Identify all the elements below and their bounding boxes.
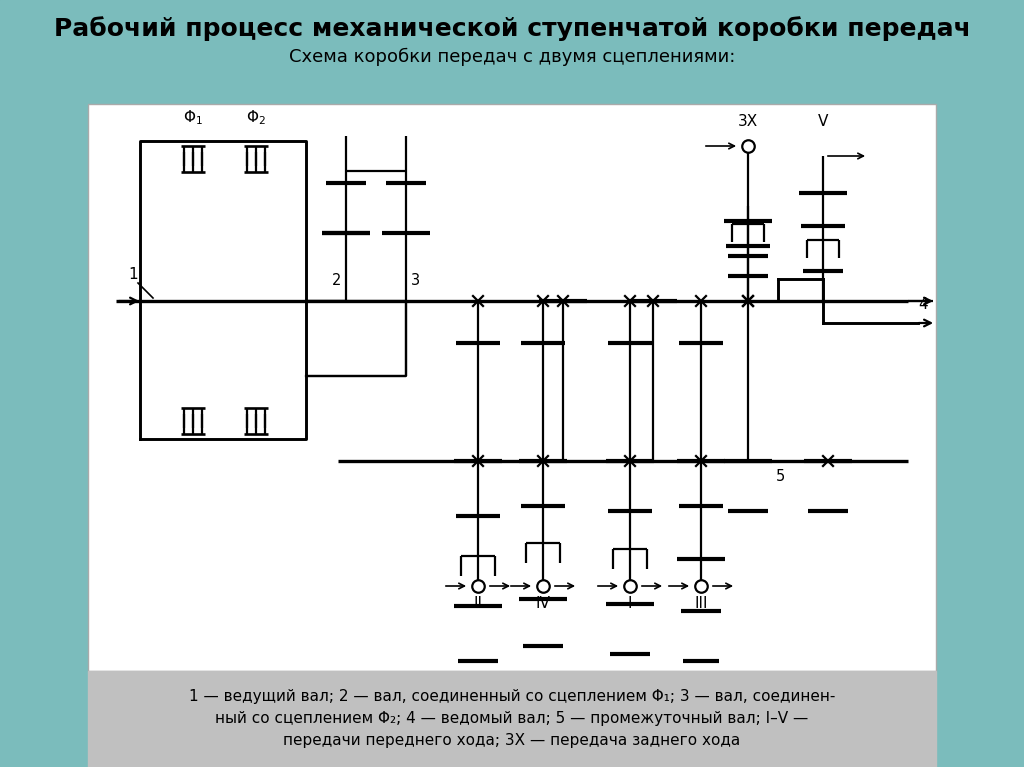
Text: 1 — ведущий вал; 2 — вал, соединенный со сцеплением Φ₁; 3 — вал, соединен-: 1 — ведущий вал; 2 — вал, соединенный со… (188, 690, 836, 705)
Text: I: I (628, 596, 632, 611)
Text: $\Phi_2$: $\Phi_2$ (246, 108, 266, 127)
Text: 5: 5 (776, 469, 785, 484)
Bar (88, 104, 936, 671)
Text: III: III (694, 596, 708, 611)
Text: II: II (473, 596, 482, 611)
Text: 2: 2 (332, 273, 341, 288)
Text: 3: 3 (411, 273, 420, 288)
Text: 4: 4 (918, 297, 928, 312)
Text: 1: 1 (128, 267, 137, 282)
Text: Схема коробки передач с двумя сцеплениями:: Схема коробки передач с двумя сцеплениям… (289, 48, 735, 66)
Text: IV: IV (536, 596, 551, 611)
Text: 3X: 3X (738, 114, 758, 129)
Bar (88, 671, 936, 767)
Text: V: V (818, 114, 828, 129)
Text: передачи переднего хода; 3Х — передача заднего хода: передачи переднего хода; 3Х — передача з… (284, 733, 740, 749)
Text: Рабочий процесс механической ступенчатой коробки передач: Рабочий процесс механической ступенчатой… (53, 17, 971, 41)
Text: ный со сцеплением Φ₂; 4 — ведомый вал; 5 — промежуточный вал; I–V —: ный со сцеплением Φ₂; 4 — ведомый вал; 5… (215, 712, 809, 726)
Text: $\Phi_1$: $\Phi_1$ (183, 108, 203, 127)
